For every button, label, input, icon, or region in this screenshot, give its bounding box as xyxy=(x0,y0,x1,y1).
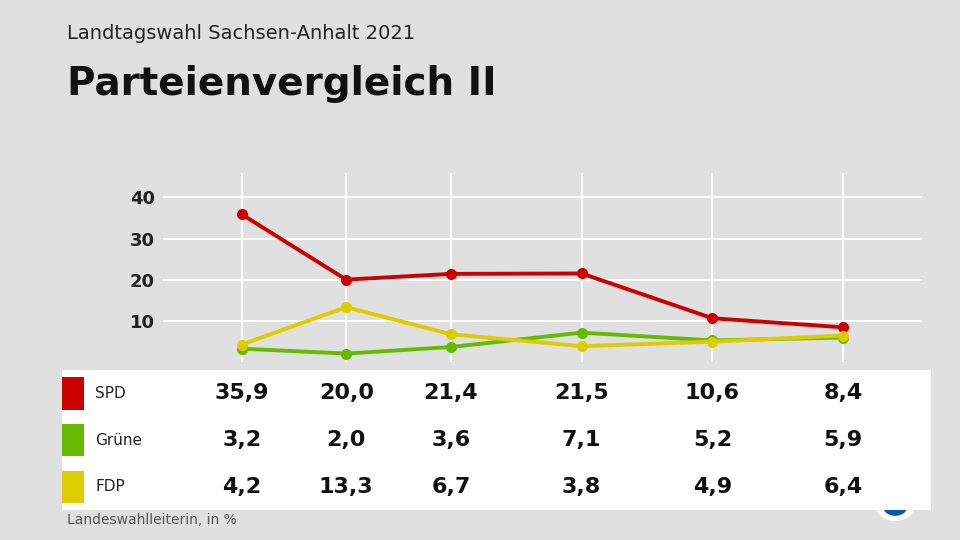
Text: 8,4: 8,4 xyxy=(824,383,863,403)
Text: 7,1: 7,1 xyxy=(562,430,601,450)
Text: Landeswahlleiterin, in %: Landeswahlleiterin, in % xyxy=(67,512,237,526)
Text: 3,6: 3,6 xyxy=(431,430,470,450)
Text: 6,4: 6,4 xyxy=(824,477,863,497)
Text: 21,5: 21,5 xyxy=(554,383,609,403)
Text: 4,2: 4,2 xyxy=(222,477,261,497)
Circle shape xyxy=(876,492,914,521)
Text: Parteienvergleich II: Parteienvergleich II xyxy=(67,65,497,103)
Text: 6,7: 6,7 xyxy=(431,477,470,497)
Text: 13,3: 13,3 xyxy=(319,477,373,497)
Text: 3,2: 3,2 xyxy=(222,430,261,450)
Text: 4,9: 4,9 xyxy=(693,477,732,497)
Text: 5,2: 5,2 xyxy=(693,430,732,450)
Text: FDP: FDP xyxy=(95,480,125,495)
Circle shape xyxy=(883,497,907,515)
Text: Grüne: Grüne xyxy=(95,433,142,448)
Text: 2,0: 2,0 xyxy=(326,430,366,450)
Text: Landtagswahl Sachsen-Anhalt 2021: Landtagswahl Sachsen-Anhalt 2021 xyxy=(67,24,416,43)
Text: 5,9: 5,9 xyxy=(824,430,863,450)
Text: 35,9: 35,9 xyxy=(214,383,269,403)
Text: 3,8: 3,8 xyxy=(562,477,601,497)
Text: SPD: SPD xyxy=(95,386,126,401)
Text: 20,0: 20,0 xyxy=(319,383,373,403)
Text: 21,4: 21,4 xyxy=(423,383,478,403)
Text: 10,6: 10,6 xyxy=(684,383,740,403)
